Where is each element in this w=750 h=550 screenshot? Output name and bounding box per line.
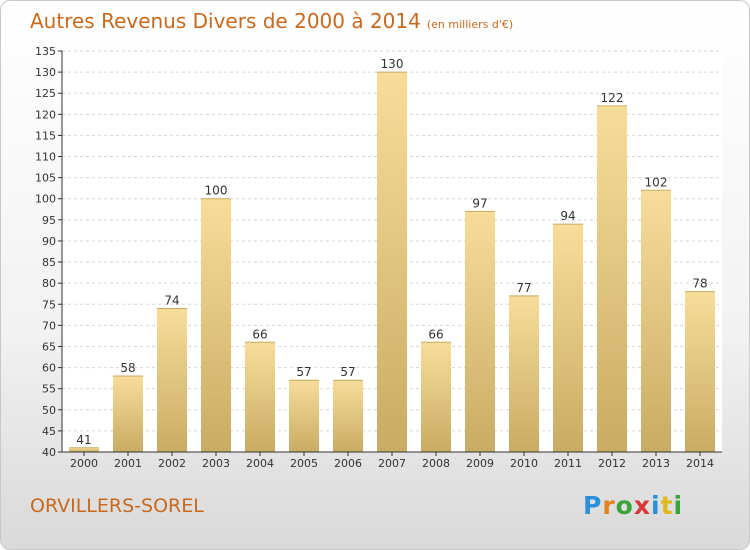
logo-letter: P (583, 491, 603, 520)
x-tick-label: 2005 (290, 457, 318, 470)
bar (289, 380, 319, 452)
x-tick-label: 2007 (378, 457, 406, 470)
y-tick-label: 50 (42, 404, 56, 417)
x-tick-label: 2009 (466, 457, 494, 470)
bar-value-label: 74 (164, 293, 179, 307)
y-tick-label: 70 (42, 319, 56, 332)
bar-value-label: 57 (340, 365, 355, 379)
y-tick-label: 135 (35, 45, 56, 58)
bar-value-label: 57 (296, 365, 311, 379)
bar (157, 308, 187, 452)
x-tick-label: 2003 (202, 457, 230, 470)
bars: 41 58 74 100 66 57 57 130 66 97 77 94 122 102 78 (69, 57, 715, 453)
y-tick-label: 75 (42, 298, 56, 311)
y-tick-label: 55 (42, 383, 56, 396)
bar-value-label: 130 (381, 57, 404, 71)
logo-letter: o (615, 491, 634, 520)
y-tick-label: 40 (42, 446, 56, 459)
y-tick-label: 65 (42, 340, 56, 353)
x-tick-label: 2008 (422, 457, 450, 470)
bar (421, 342, 451, 452)
logo-letter: i (651, 491, 661, 520)
chart-title-main: Autres Revenus Divers de 2000 à 2014 (30, 9, 421, 33)
bar (553, 224, 583, 452)
x-tick-label: 2010 (510, 457, 538, 470)
bar (69, 447, 99, 452)
y-tick-label: 105 (35, 172, 56, 185)
y-tick-label: 110 (35, 151, 56, 164)
chart-title-unit: (en milliers d'€) (426, 18, 514, 31)
logo-letter: i (673, 491, 684, 520)
bar (685, 291, 715, 452)
chart-title: Autres Revenus Divers de 2000 à 2014 (en … (30, 9, 513, 33)
bar-value-label: 41 (76, 433, 91, 447)
bar (597, 105, 627, 452)
bar (333, 380, 363, 452)
bar-value-label: 97 (472, 196, 487, 210)
bar-value-label: 78 (692, 277, 707, 291)
y-tick-label: 60 (42, 362, 56, 375)
y-tick-label: 95 (42, 214, 56, 227)
bar-value-label: 58 (120, 361, 135, 375)
logo-letter: x (633, 491, 651, 520)
bar-value-label: 122 (601, 91, 624, 105)
bar (377, 72, 407, 453)
logo-letter: t (660, 491, 674, 520)
x-tick-label: 2001 (114, 457, 142, 470)
proxiti-logo[interactable]: Proxiti (583, 491, 683, 520)
bar (509, 295, 539, 452)
y-tick-label: 130 (35, 66, 56, 79)
logo-letter: r (602, 491, 616, 520)
bar-value-label: 66 (252, 327, 267, 341)
y-tick-label: 100 (35, 193, 56, 206)
bar (641, 190, 671, 452)
commune-name: ORVILLERS-SOREL (30, 495, 204, 517)
bar (465, 211, 495, 452)
y-tick-label: 45 (42, 425, 56, 438)
y-tick-label: 85 (42, 256, 56, 269)
x-tick-label: 2014 (686, 457, 714, 470)
x-tick-label: 2012 (598, 457, 626, 470)
x-tick-label: 2004 (246, 457, 274, 470)
y-tick-label: 90 (42, 235, 56, 248)
x-axis: 2000 2001 2002 2003 2004 2005 2006 2007 2008 2009… (70, 452, 714, 470)
x-tick-label: 2011 (554, 457, 582, 470)
bar-value-label: 77 (516, 281, 531, 295)
bar-value-label: 100 (205, 184, 228, 198)
x-tick-label: 2006 (334, 457, 362, 470)
bar (245, 342, 275, 452)
y-tick-label: 115 (35, 129, 56, 142)
y-tick-label: 80 (42, 277, 56, 290)
bar-value-label: 94 (560, 209, 575, 223)
y-tick-label: 120 (35, 108, 56, 121)
bar-value-label: 66 (428, 327, 443, 341)
y-axis: 40 45 50 55 60 65 70 75 80 85 90 95 100 105 110 115 120 1… (35, 45, 62, 459)
x-tick-label: 2002 (158, 457, 186, 470)
bar (201, 198, 231, 452)
x-tick-label: 2013 (642, 457, 670, 470)
x-tick-label: 2000 (70, 457, 98, 470)
bar-value-label: 102 (645, 175, 668, 189)
bar (113, 376, 143, 452)
y-tick-label: 125 (35, 87, 56, 100)
